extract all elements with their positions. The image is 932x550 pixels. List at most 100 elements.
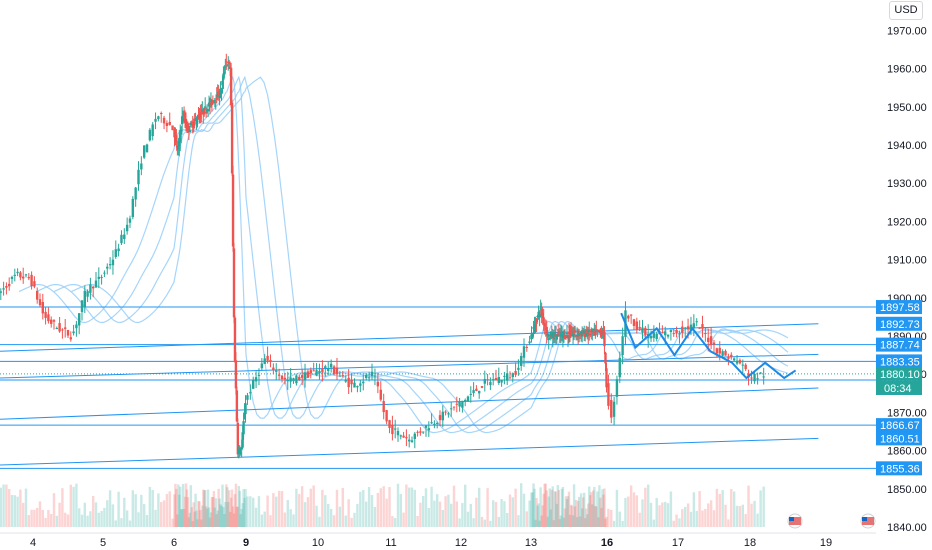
volume-bar bbox=[690, 512, 692, 527]
candle-body bbox=[330, 364, 332, 368]
volume-bar bbox=[619, 512, 621, 527]
candle-body bbox=[233, 248, 235, 317]
candle-body bbox=[230, 68, 232, 106]
candle-body bbox=[467, 396, 469, 401]
volume-bar bbox=[11, 495, 13, 527]
volume-bar bbox=[630, 485, 632, 527]
volume-bar bbox=[710, 500, 712, 527]
candle-body bbox=[710, 336, 712, 345]
candle-body bbox=[414, 434, 416, 439]
currency-button[interactable]: USD bbox=[889, 1, 923, 20]
volume-bar bbox=[255, 508, 257, 527]
candle-body bbox=[470, 394, 472, 395]
candle-body bbox=[436, 423, 438, 424]
candle-body bbox=[2, 288, 4, 289]
volume-bar bbox=[444, 496, 446, 527]
candle-body bbox=[603, 332, 605, 346]
volume-bar bbox=[359, 492, 361, 527]
candle-body bbox=[152, 124, 154, 136]
candle-body bbox=[312, 370, 314, 371]
candle-body bbox=[284, 378, 286, 379]
volume-bar bbox=[713, 510, 715, 527]
candle-body bbox=[512, 373, 514, 377]
candle-body bbox=[143, 145, 145, 157]
price-axis[interactable]: 1840.001850.001860.001870.001880.001890.… bbox=[887, 25, 927, 534]
volume-bar bbox=[160, 502, 162, 527]
volume-bar bbox=[707, 503, 709, 527]
volume-bar bbox=[484, 520, 486, 527]
candle-body bbox=[154, 119, 156, 122]
volume-bar bbox=[402, 513, 404, 527]
volume-bar bbox=[716, 489, 718, 527]
volume-bar bbox=[47, 510, 49, 527]
candle-body bbox=[166, 123, 168, 126]
volume-bar bbox=[721, 490, 723, 527]
date-tick-label: 9 bbox=[243, 537, 249, 549]
volume-bar bbox=[261, 515, 263, 527]
volume-bar bbox=[266, 496, 268, 527]
level-price-tag: 1883.35 bbox=[880, 356, 920, 368]
volume-bar bbox=[246, 496, 248, 527]
volume-bar bbox=[132, 490, 134, 527]
candle-body bbox=[362, 382, 364, 384]
candle-body bbox=[478, 391, 480, 393]
volume-bar bbox=[330, 509, 332, 527]
candle-body bbox=[301, 375, 303, 378]
candle-body bbox=[30, 275, 32, 286]
candle-body bbox=[616, 379, 618, 397]
candle-body bbox=[653, 333, 655, 338]
candle-body bbox=[394, 428, 396, 429]
volume-bar bbox=[383, 486, 385, 527]
candle-body bbox=[371, 372, 373, 376]
volume-bar bbox=[0, 488, 2, 527]
volume-bar bbox=[753, 501, 755, 527]
flag-event-icon[interactable] bbox=[788, 514, 802, 528]
candle-body bbox=[397, 431, 399, 435]
volume-bar bbox=[304, 502, 306, 527]
volume-bar bbox=[433, 501, 435, 527]
volume-bar bbox=[681, 509, 683, 527]
volume-bar bbox=[733, 492, 735, 527]
volume-bar bbox=[481, 517, 483, 527]
candle-body bbox=[56, 328, 58, 329]
horizontal-levels[interactable] bbox=[0, 307, 876, 468]
volume-bar bbox=[327, 504, 329, 527]
volume-bar bbox=[744, 514, 746, 527]
volume-bar bbox=[453, 486, 455, 527]
volume-bar bbox=[647, 485, 649, 527]
candle-body bbox=[719, 348, 721, 354]
volume-bar bbox=[416, 516, 418, 527]
volume-bar bbox=[137, 512, 139, 527]
candle-body bbox=[231, 103, 233, 174]
volume-bar bbox=[762, 487, 764, 527]
volume-bar bbox=[53, 493, 55, 527]
candle-body bbox=[53, 320, 55, 322]
volume-bar bbox=[56, 516, 58, 527]
candle-body bbox=[327, 368, 329, 371]
candle-body bbox=[70, 337, 72, 339]
candle-body bbox=[481, 386, 483, 388]
volume-bar bbox=[166, 494, 168, 527]
volume-bar bbox=[318, 517, 320, 527]
candle-body bbox=[422, 432, 424, 433]
candle-body bbox=[380, 390, 382, 400]
candle-body bbox=[25, 274, 27, 275]
time-axis[interactable]: 45691011121316171819 bbox=[0, 533, 876, 549]
candle-body bbox=[39, 299, 41, 305]
volume-bar bbox=[727, 519, 729, 527]
candle-body bbox=[704, 333, 706, 334]
price-tick-label: 1920.00 bbox=[887, 216, 927, 228]
volume-bar bbox=[495, 502, 497, 527]
candle-body bbox=[117, 249, 119, 252]
trend-line[interactable] bbox=[0, 354, 818, 378]
candle-body bbox=[604, 353, 606, 364]
candle-body bbox=[495, 378, 497, 380]
volume-bar bbox=[489, 521, 491, 527]
volume-bar bbox=[492, 500, 494, 527]
candle-body bbox=[345, 379, 347, 381]
candle-body bbox=[235, 360, 237, 388]
flag-event-icon[interactable] bbox=[861, 514, 875, 528]
trend-line[interactable] bbox=[0, 388, 818, 419]
economic-event-icons[interactable] bbox=[788, 514, 875, 528]
